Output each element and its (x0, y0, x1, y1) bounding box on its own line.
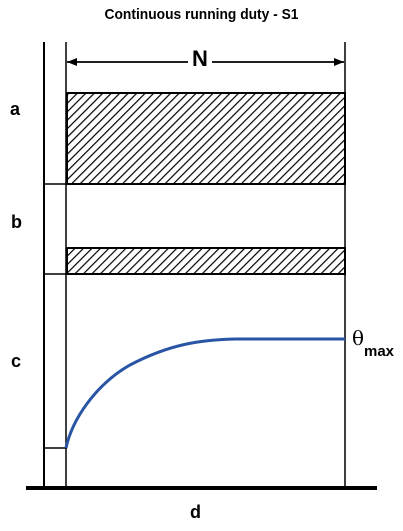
theta-symbol: θ (352, 326, 365, 350)
losses-block (66, 247, 346, 275)
duration-label: N (188, 48, 212, 70)
row-label-a: a (10, 99, 21, 119)
time-axis-label: d (190, 502, 201, 522)
theta-subscript: max (364, 343, 395, 360)
load-block (66, 92, 346, 185)
diagram-title: Continuous running duty - S1 (104, 6, 299, 23)
row-label-b: b (11, 212, 22, 232)
temperature-curve (64, 337, 345, 449)
row-label-c: c (11, 351, 22, 371)
